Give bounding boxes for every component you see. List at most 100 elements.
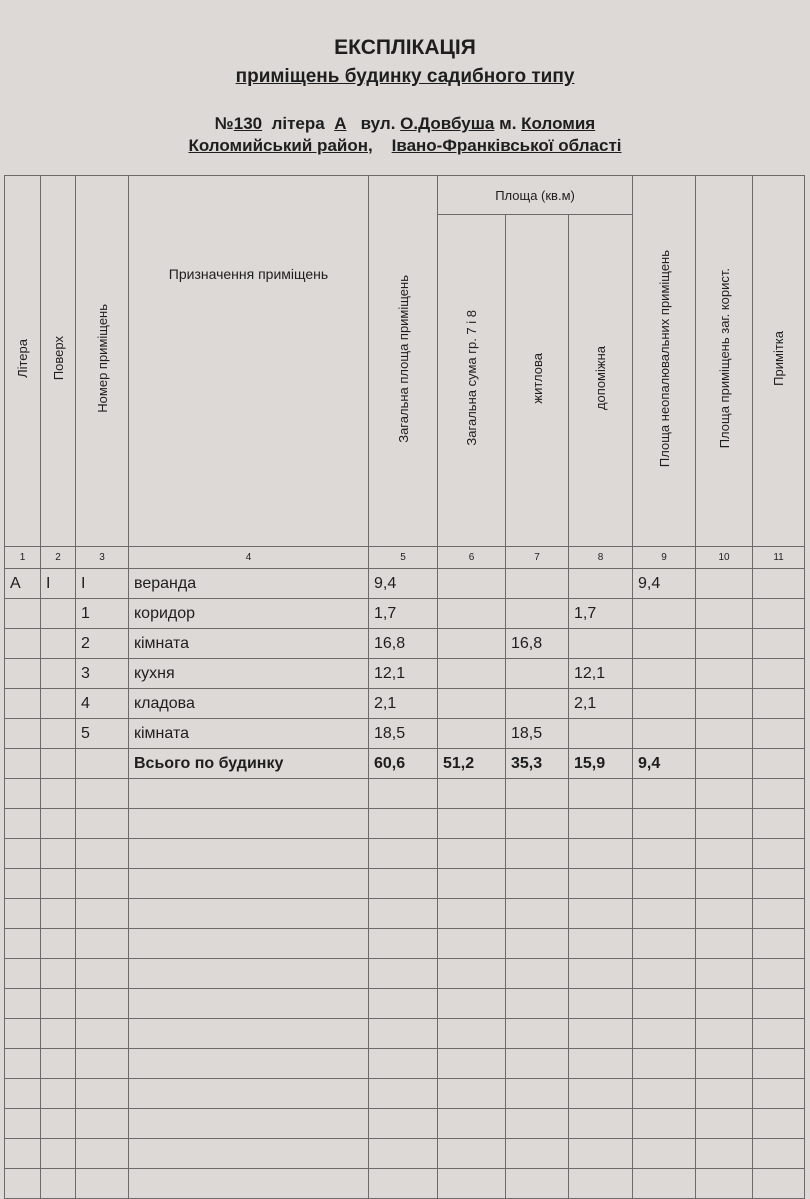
table-cell xyxy=(567,568,634,599)
column-number-row: 1 2 3 4 5 6 7 8 9 10 11 xyxy=(4,546,806,569)
table-cell: 5 xyxy=(75,718,129,749)
table-cell: 18,5 xyxy=(368,718,438,749)
document-subtitle: приміщень будинку садибного типу xyxy=(235,66,575,87)
table-cell xyxy=(437,958,506,989)
table-cell xyxy=(632,838,697,869)
col-header-note: Примітка xyxy=(752,175,806,547)
table-cell xyxy=(505,568,569,599)
table-cell xyxy=(695,628,754,659)
table-cell xyxy=(368,808,438,839)
table-cell: 6 xyxy=(437,546,506,569)
table-cell: кімната xyxy=(128,628,369,659)
table-cell xyxy=(752,898,806,929)
table-cell xyxy=(75,1138,129,1169)
table-cell xyxy=(695,598,754,629)
table-cell: 1 xyxy=(75,598,129,629)
table-cell xyxy=(437,598,506,629)
table-cell xyxy=(40,988,76,1019)
table-cell xyxy=(695,718,754,749)
table-cell: кладова xyxy=(128,688,369,719)
table-cell xyxy=(368,1138,438,1169)
empty-row xyxy=(4,838,806,869)
table-cell xyxy=(4,658,41,689)
table-cell xyxy=(752,1138,806,1169)
table-cell: Всього по будинку xyxy=(128,748,369,779)
table-cell xyxy=(4,598,41,629)
table-cell xyxy=(4,958,41,989)
table-cell xyxy=(505,988,569,1019)
table-cell xyxy=(505,868,569,899)
table-cell xyxy=(752,958,806,989)
table-cell xyxy=(695,838,754,869)
table-cell xyxy=(128,898,369,929)
table-cell xyxy=(4,628,41,659)
table-cell: 4 xyxy=(75,688,129,719)
address-line-2: Коломийський район, Івано-Франківської о… xyxy=(188,136,622,155)
address-line-1: №130 літера А вул. О.Довбуша м. Коломия xyxy=(0,114,810,134)
table-cell xyxy=(632,1048,697,1079)
table-cell xyxy=(128,1138,369,1169)
table-cell xyxy=(40,1078,76,1109)
table-cell xyxy=(437,1078,506,1109)
table-cell xyxy=(368,1048,438,1079)
table-cell xyxy=(632,928,697,959)
table-cell xyxy=(128,1048,369,1079)
table-cell xyxy=(437,718,506,749)
total-row: Всього по будинку 60,6 51,2 35,3 15,9 9,4 xyxy=(4,748,806,779)
col-header-floor: Поверх xyxy=(40,175,76,547)
col-header-litera: Літера xyxy=(4,175,41,547)
table-cell xyxy=(368,898,438,929)
table-cell xyxy=(567,928,634,959)
table-cell: І xyxy=(75,568,129,599)
table-cell xyxy=(752,568,806,599)
table-cell: 51,2 xyxy=(437,748,506,779)
table-cell: 9,4 xyxy=(368,568,438,599)
table-cell xyxy=(695,748,754,779)
table-cell xyxy=(40,1108,76,1139)
table-cell xyxy=(695,688,754,719)
table-cell xyxy=(437,868,506,899)
table-cell xyxy=(40,868,76,899)
table-cell xyxy=(75,898,129,929)
table-row: 4 кладова 2,1 2,1 xyxy=(4,688,806,719)
table-cell xyxy=(567,808,634,839)
table-cell xyxy=(752,628,806,659)
table-cell xyxy=(40,808,76,839)
table-cell: 2,1 xyxy=(368,688,438,719)
table-row: 2 кімната 16,8 16,8 xyxy=(4,628,806,659)
table-cell xyxy=(567,868,634,899)
table-cell xyxy=(128,1108,369,1139)
table-cell xyxy=(752,688,806,719)
table-cell xyxy=(75,958,129,989)
table-cell xyxy=(695,1138,754,1169)
table-cell xyxy=(40,1168,76,1199)
document-title: ЕКСПЛІКАЦІЯ xyxy=(334,36,476,59)
table-cell xyxy=(75,808,129,839)
table-cell xyxy=(695,568,754,599)
table-cell: 7 xyxy=(505,546,569,569)
table-cell: 9,4 xyxy=(632,568,697,599)
table-cell: 2,1 xyxy=(567,688,634,719)
table-cell xyxy=(632,988,697,1019)
empty-row xyxy=(4,898,806,929)
table-cell xyxy=(437,1048,506,1079)
table-cell xyxy=(368,838,438,869)
table-cell xyxy=(40,718,76,749)
table-cell xyxy=(632,688,697,719)
table-cell xyxy=(567,958,634,989)
table-cell xyxy=(505,778,569,809)
table-cell: 5 xyxy=(368,546,438,569)
litera-value: А xyxy=(334,114,347,133)
table-cell xyxy=(695,658,754,689)
table-cell xyxy=(4,1108,41,1139)
table-row: 5 кімната 18,5 18,5 xyxy=(4,718,806,749)
table-cell: 12,1 xyxy=(368,658,438,689)
empty-row xyxy=(4,868,806,899)
table-cell xyxy=(4,1048,41,1079)
street-label: вул. xyxy=(360,114,396,133)
table-cell xyxy=(128,1078,369,1109)
table-cell xyxy=(75,1078,129,1109)
table-cell xyxy=(75,748,129,779)
table-cell: 10 xyxy=(695,546,754,569)
